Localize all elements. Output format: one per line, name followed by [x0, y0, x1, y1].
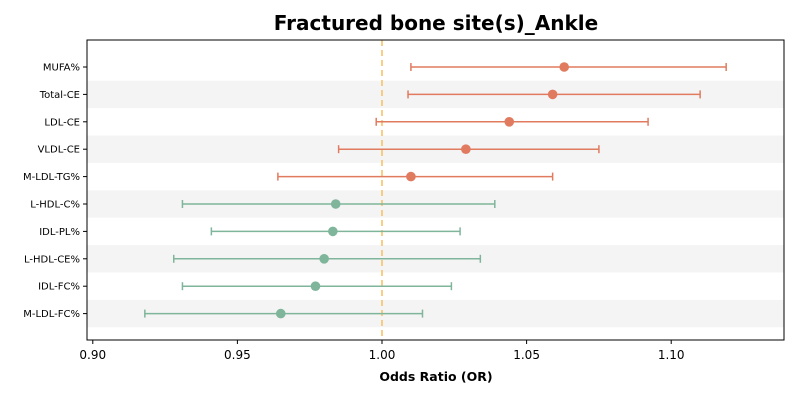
odds-ratio-point [547, 89, 558, 100]
y-tick-label: LDL-CE [44, 117, 80, 128]
x-tick-label: 1.10 [658, 348, 685, 362]
odds-ratio-point [406, 171, 416, 182]
plot-frame [86, 39, 785, 341]
y-tick-label: L-HDL-C% [30, 200, 80, 211]
x-tick-label: 0.95 [224, 348, 251, 362]
y-axis: MUFA% Total-CE LDL-CE VLDL-CE M-LDL-TG% L-HDL… [23, 63, 87, 320]
y-tick-label: IDL-PL% [39, 227, 80, 238]
odds-ratio-point [559, 62, 569, 72]
x-axis: 0.90 0.95 1.00 1.05 1.10 [79, 340, 685, 362]
x-axis-label: Odds Ratio (OR) [379, 369, 492, 384]
odds-ratio-point [504, 117, 515, 127]
odds-ratio-point [319, 253, 329, 264]
chart-title: Fractured bone site(s)_Ankle [274, 11, 598, 35]
x-tick-label: 1.05 [513, 348, 540, 362]
data-points [275, 62, 569, 319]
odds-ratio-point [328, 226, 338, 237]
odds-ratio-point [275, 308, 286, 319]
x-tick-label: 0.90 [79, 348, 106, 362]
odds-ratio-point [310, 281, 321, 292]
y-tick-label: MUFA% [43, 63, 80, 74]
odds-ratio-point [330, 199, 341, 209]
y-tick-label: M-LDL-TG% [23, 172, 80, 183]
y-tick-label: Total-CE [39, 90, 80, 101]
y-tick-label: IDL-FC% [38, 282, 80, 293]
odds-ratio-point [461, 144, 471, 154]
x-tick-label: 1.00 [369, 348, 396, 362]
y-tick-label: M-LDL-FC% [23, 309, 80, 320]
y-tick-label: L-HDL-CE% [24, 254, 80, 265]
y-tick-label: VLDL-CE [38, 145, 80, 156]
